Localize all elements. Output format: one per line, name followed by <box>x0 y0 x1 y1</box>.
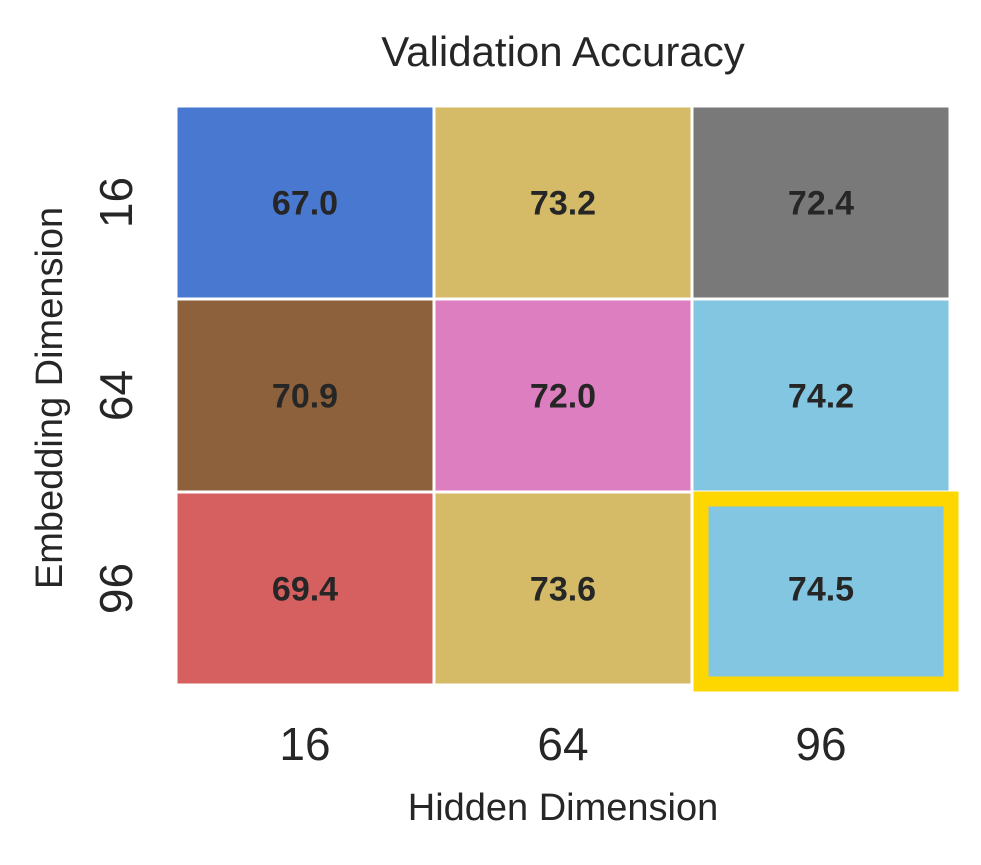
heatmap-cell-r2-c0 <box>174 490 436 687</box>
chart-title: Validation Accuracy <box>381 28 744 75</box>
cell-value-label-r0-c2: 72.4 <box>788 185 854 223</box>
y-tick-label-2: 96 <box>90 563 142 614</box>
cell-value-label-r2-c2: 74.5 <box>788 571 854 609</box>
heatmap-cell-r1-c2 <box>690 297 952 494</box>
y-axis-label: Embedding Dimension <box>29 207 71 589</box>
best-cell-highlight <box>693 491 959 692</box>
heatmap-cell-r1-c0 <box>174 297 436 494</box>
cell-value-label-r0-c1: 73.2 <box>530 185 596 223</box>
x-axis-label: Hidden Dimension <box>408 787 719 829</box>
heatmap-cell-r2-c1 <box>432 490 694 687</box>
cell-value-label-r0-c0: 67.0 <box>272 185 338 223</box>
heatmap-cell-r0-c2 <box>690 104 952 301</box>
x-tick-label-2: 96 <box>795 718 846 770</box>
y-tick-label-0: 16 <box>90 177 142 228</box>
cell-value-label-r1-c2: 74.2 <box>788 378 854 416</box>
heatmap-cell-r0-c1 <box>432 104 694 301</box>
heatmap-cells <box>174 104 952 687</box>
cell-value-label-r1-c0: 70.9 <box>272 378 338 416</box>
x-tick-labels: 16 64 96 <box>279 718 846 770</box>
x-tick-label-1: 64 <box>537 718 588 770</box>
cell-value-label-r1-c1: 72.0 <box>530 378 596 416</box>
heatmap-cell-r1-c1 <box>432 297 694 494</box>
cell-value-label-r2-c0: 69.4 <box>272 571 338 609</box>
y-tick-label-1: 64 <box>90 370 142 421</box>
highlight-layer <box>693 491 959 692</box>
heatmap-cell-r0-c0 <box>174 104 436 301</box>
y-tick-labels: 16 64 96 <box>90 177 142 614</box>
cell-value-label-r2-c1: 73.6 <box>530 571 596 609</box>
cell-value-labels: 67.0 73.2 72.4 70.9 72.0 74.2 69.4 73.6 74.5 <box>272 185 854 609</box>
x-tick-label-0: 16 <box>279 718 330 770</box>
